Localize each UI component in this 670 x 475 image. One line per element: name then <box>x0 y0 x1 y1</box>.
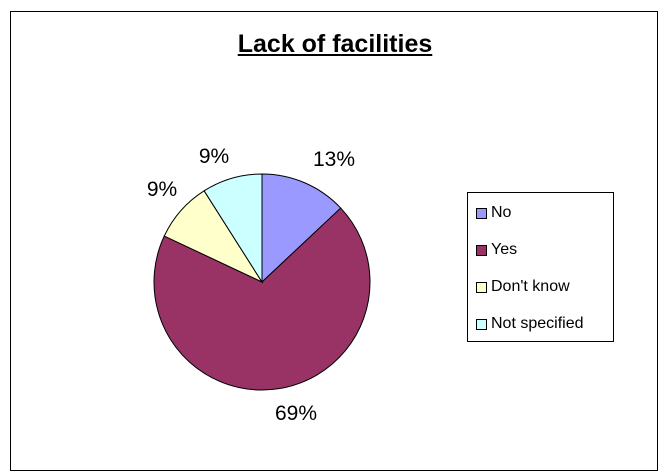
data-label: 9% <box>199 145 229 168</box>
legend-swatch <box>476 281 487 293</box>
data-label: 13% <box>313 148 355 171</box>
chart-title: Lack of facilities <box>237 30 433 58</box>
legend-label: No <box>491 204 512 221</box>
legend-label: Yes <box>491 241 518 258</box>
legend-item: Yes <box>476 240 517 260</box>
legend-label: Not specified <box>491 315 584 332</box>
pie-slice-not-specified <box>203 173 263 284</box>
legend-swatch <box>476 244 487 256</box>
legend: No Yes Don't know Not specified <box>467 192 614 342</box>
data-label: 69% <box>275 402 317 425</box>
slice-labels: 13% 69% 9% 9% <box>147 145 355 425</box>
legend-swatch <box>476 318 487 330</box>
legend-label: Don't know <box>491 278 570 295</box>
legend-item: Don't know <box>476 277 570 297</box>
pie-slice-no <box>261 173 342 284</box>
pie-slices <box>153 173 371 391</box>
legend-item: No <box>476 203 511 223</box>
legend-swatch <box>476 207 487 219</box>
data-label: 9% <box>147 178 177 201</box>
legend-item: Not specified <box>476 314 584 334</box>
pie-slice-yes <box>153 207 371 391</box>
